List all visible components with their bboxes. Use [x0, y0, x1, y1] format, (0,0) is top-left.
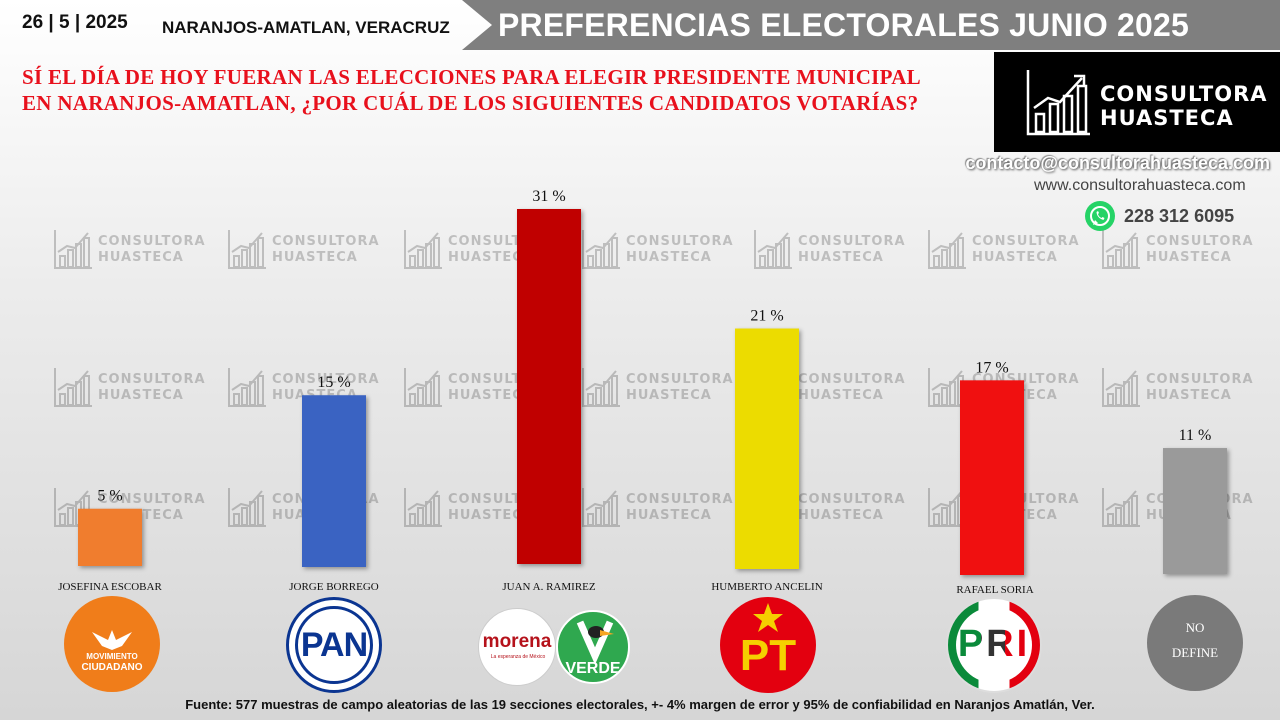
category-label: JUAN A. RAMIREZ [502, 581, 595, 593]
mc-logo-line-1: MOVIMIENTO [86, 652, 138, 661]
no-define-line-2: DEFINE [1171, 645, 1219, 660]
pan-logo-text: PAN [300, 626, 368, 664]
bar-rafael-soria [960, 380, 1024, 575]
source-footnote: Fuente: 577 muestras de campo aleatorias… [185, 697, 1095, 712]
star-icon [753, 603, 783, 632]
mc-logo-line-2: CIUDADANO [81, 662, 143, 673]
toucan-icon [576, 620, 614, 665]
verde-logo-text: VERDE [565, 660, 621, 677]
morena-logo: morena La esperanza de México [478, 608, 556, 686]
pt-logo-text: PT [739, 631, 797, 680]
survey-question: SÍ EL DÍA DE HOY FUERAN LAS ELECCIONES P… [22, 64, 942, 116]
no-define-circle: NO DEFINE [1147, 595, 1243, 691]
data-label: 21 % [750, 308, 783, 325]
movimiento-ciudadano-logo: MOVIMIENTO CIUDADANO [64, 596, 160, 692]
category-label: JORGE BORREGO [289, 581, 379, 593]
data-label: 15 % [317, 374, 350, 391]
category-label: JOSEFINA ESCOBAR [58, 581, 162, 593]
verde-logo: VERDE [556, 610, 630, 684]
brand-name-line-2: HUASTECA [1100, 106, 1234, 130]
brand-logo: CONSULTORA HUASTECA [994, 52, 1280, 152]
chart-logo-icon [1026, 70, 1090, 136]
contact-email[interactable]: contacto@consultorahuasteca.com [965, 153, 1270, 173]
category-label: RAFAEL SORIA [956, 584, 1033, 596]
survey-date: 26 | 5 | 2025 [22, 12, 128, 33]
bar-juan-a-ramirez [517, 209, 581, 564]
survey-location: NARANJOS-AMATLAN, VERACRUZ [162, 18, 450, 37]
bar-jorge-borrego [302, 395, 366, 567]
pri-logo-text: PRI [948, 623, 1040, 666]
pri-logo: PRI [946, 597, 1042, 693]
category-label: HUMBERTO ANCELIN [711, 581, 822, 593]
page-title: PREFERENCIAS ELECTORALES JUNIO 2025 [498, 7, 1190, 43]
data-label: 17 % [975, 359, 1008, 376]
data-label: 5 % [97, 488, 122, 505]
contact-website[interactable]: www.consultorahuasteca.com [1034, 177, 1246, 194]
pt-logo: PT [720, 597, 816, 693]
data-label: 31 % [532, 188, 565, 205]
eagle-icon [92, 630, 132, 650]
survey-question-line-1: SÍ EL DÍA DE HOY FUERAN LAS ELECCIONES P… [22, 65, 921, 89]
pan-logo: PAN [286, 597, 382, 693]
brand-name-line-1: CONSULTORA [1100, 82, 1268, 106]
bar-humberto-ancelin [735, 328, 799, 569]
morena-logo-text: morena [482, 631, 552, 652]
survey-question-line-2: EN NARANJOS-AMATLAN, ¿POR CUÁL DE LOS SI… [22, 91, 919, 115]
bar-josefina-escobar [78, 508, 142, 566]
whatsapp-icon [1085, 201, 1115, 231]
morena-logo-subtext: La esperanza de México [490, 654, 546, 660]
contact-phone[interactable]: 228 312 6095 [1124, 206, 1235, 226]
data-label: 11 % [1179, 427, 1212, 444]
title-banner [462, 0, 1280, 50]
no-define-line-1: NO [1185, 620, 1205, 635]
bar-no-define [1163, 448, 1227, 574]
